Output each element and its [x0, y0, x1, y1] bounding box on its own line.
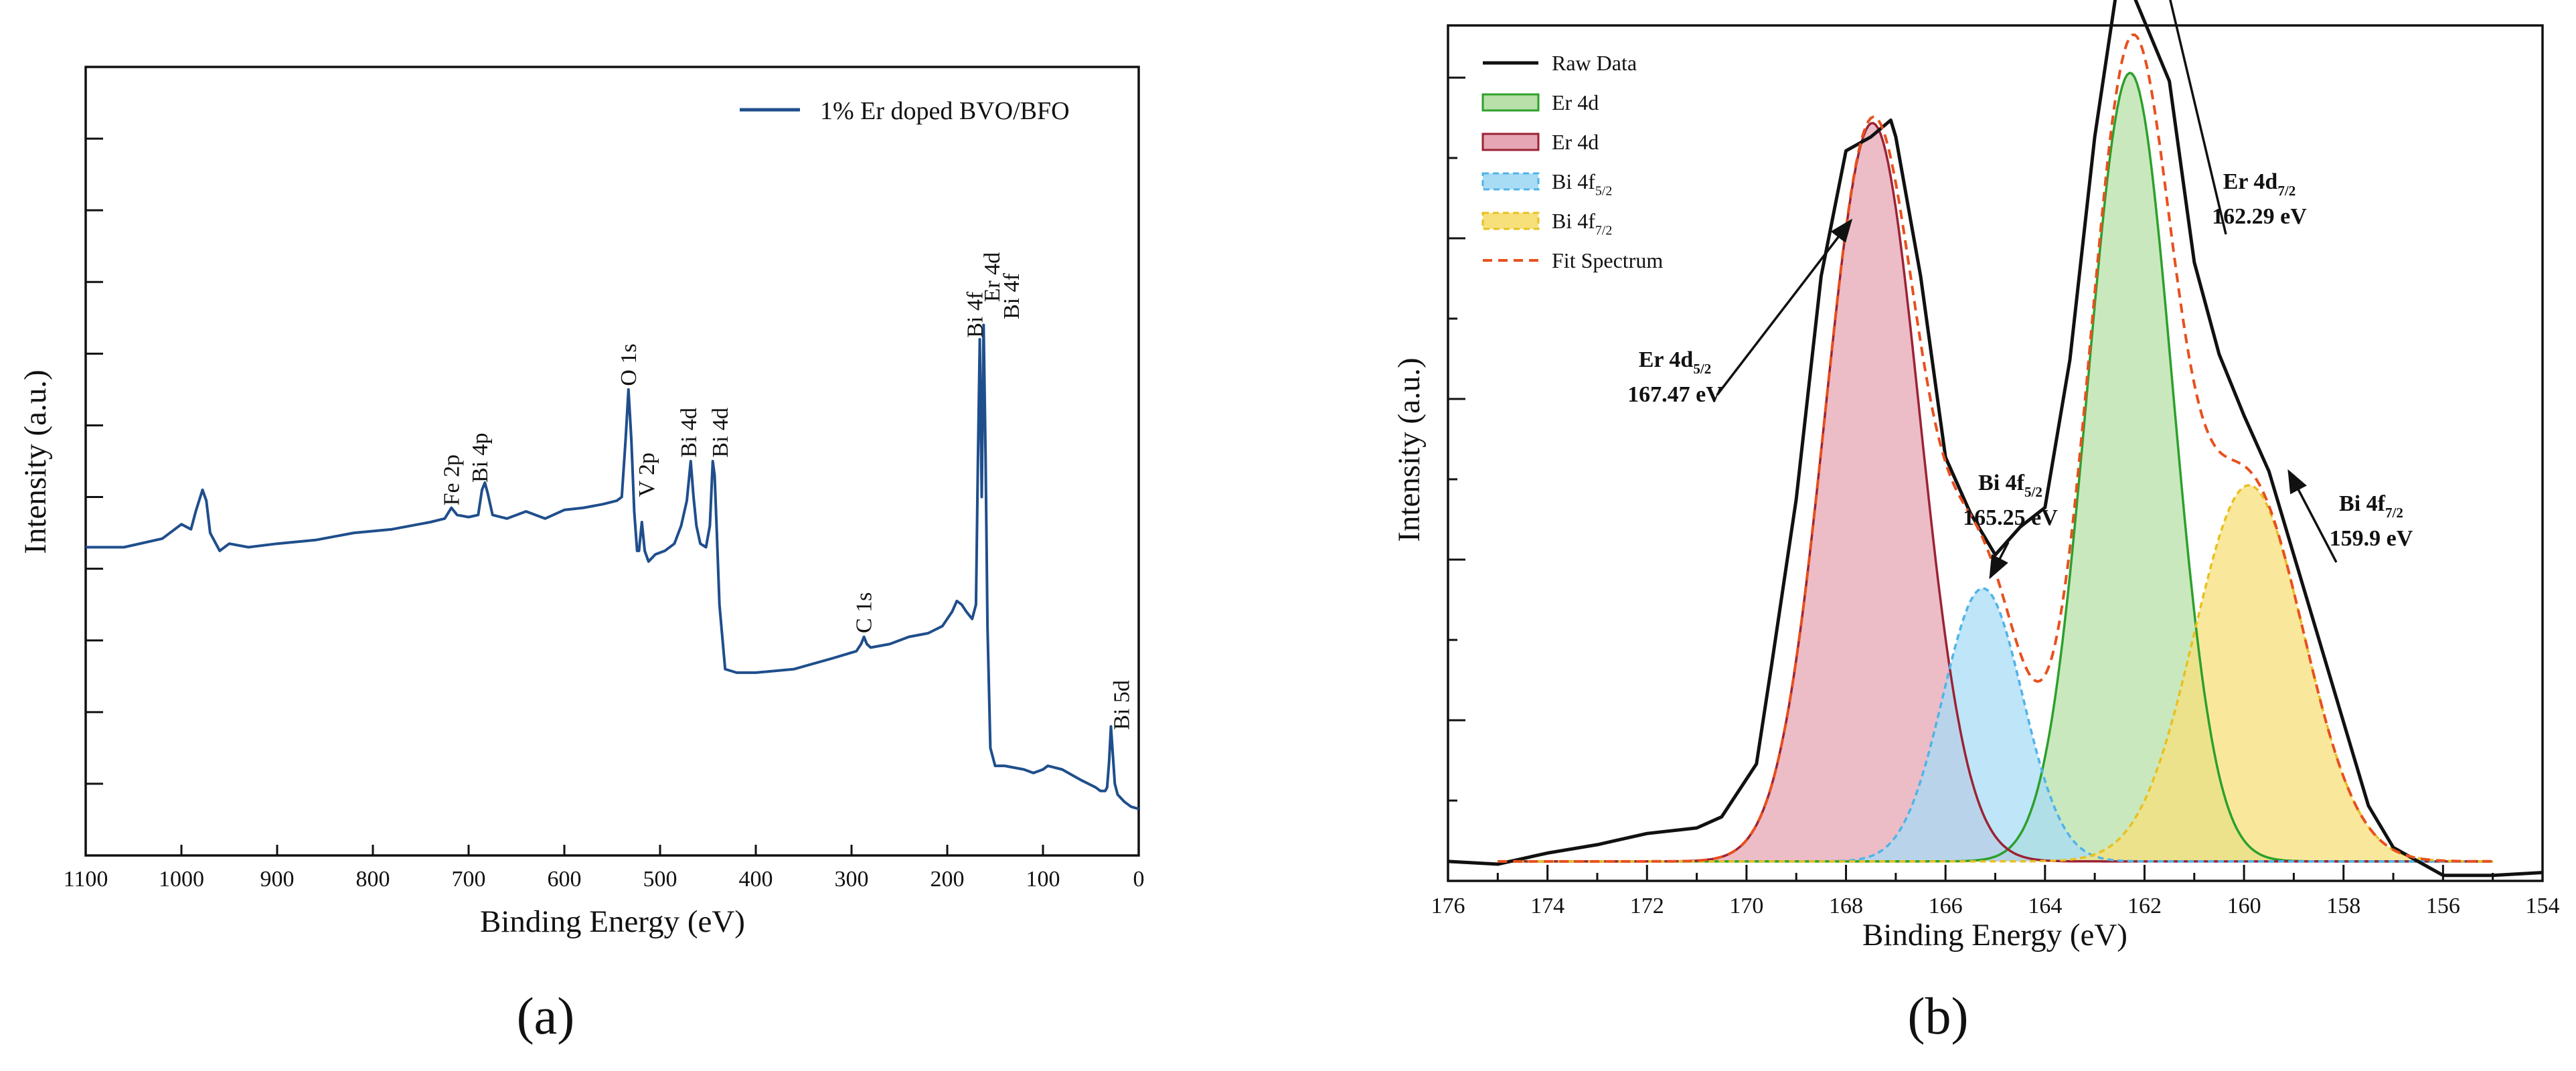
panel-a-peak-annotation: Fe 2p: [439, 455, 464, 506]
panel-b-component-fill: [1498, 485, 2493, 861]
panel-b-x-tick-label: 176: [1431, 894, 1465, 918]
panel-b-x-tick-label: 172: [1630, 894, 1664, 918]
panel-b-x-tick-label: 156: [2426, 894, 2460, 918]
panel-a-peak-annotation: Bi 4d: [677, 408, 702, 458]
panel-a-x-tick-label: 500: [643, 867, 677, 892]
panel-b-peak-energy: 159.9 eV: [2330, 526, 2413, 551]
panel-a-y-ticks: [86, 137, 103, 785]
panel-b-legend-swatch: [1481, 93, 1540, 112]
panel-b-peak-energy: 167.47 eV: [1627, 382, 1722, 407]
panel-b-component-fill: [1498, 588, 2493, 861]
panel-b-peak-labels: Er 4d5/2 167.47 eV Bi 4f5/2 165.25 eV Er 4d7…: [1627, 0, 2413, 580]
panel-b-x-ticks: 176 174 172 170 168 166 164 162 160 158 156 154: [1431, 865, 2560, 918]
panel-b-legend-swatch: [1481, 212, 1540, 230]
panel-b-x-tick-label: 162: [2127, 894, 2162, 918]
panel-a-x-tick-label: 1000: [159, 867, 204, 892]
panel-b-x-tick-label: 160: [2227, 894, 2261, 918]
panel-a-peak-annotation: C 1s: [852, 592, 877, 633]
panel-a-x-tick-label: 800: [356, 867, 390, 892]
panel-a-legend: 1% Er doped BVO/BFO: [740, 97, 1070, 125]
panel-a-peak-annotation: Bi 4f: [963, 291, 988, 338]
panel-a-series: [86, 323, 1139, 811]
panel-a-x-tick-label: 900: [260, 867, 295, 892]
panel-b-legend-label: Bi 4f7/2: [1552, 209, 1612, 238]
panel-b-component-areas: [1498, 72, 2493, 861]
panel-b-peak-arrow: [2287, 469, 2338, 563]
panel-b-x-tick-label: 164: [2028, 894, 2062, 918]
panel-b-peak-name: Er 4d5/2: [1639, 347, 1712, 377]
panel-b-component-outline: [1498, 484, 2493, 863]
panel-b-legend: Raw Data Er 4d Er 4d Bi 4f5/2 Bi 4f7/2 Fit Sp…: [1481, 51, 1663, 272]
panel-b-x-tick-label: 166: [1929, 894, 1963, 918]
panel-b-peak-arrow: [1989, 542, 2010, 580]
panel-b-legend-swatch: [1481, 133, 1540, 151]
panel-a-series-line: [86, 323, 1139, 811]
panel-b-raw-data-line: [1447, 0, 2543, 878]
panel-a-x-tick-label: 700: [452, 867, 486, 892]
panel-a-legend-label: 1% Er doped BVO/BFO: [820, 97, 1070, 125]
panel-a-x-tick-label: 100: [1026, 867, 1060, 892]
panel-a-label: (a): [517, 987, 575, 1045]
panel-b-peak-energy: 165.25 eV: [1963, 505, 2058, 530]
panel-b-peak-name: Bi 4f7/2: [2339, 491, 2403, 521]
panel-b-peak-energy: 162.29 eV: [2212, 204, 2307, 229]
panel-a-peak-annotation: O 1s: [617, 343, 641, 386]
panel-a-x-tick-label: 200: [931, 867, 965, 892]
panel-b-x-tick-label: 154: [2526, 894, 2560, 918]
panel-a-x-tick-label: 600: [548, 867, 582, 892]
panel-b-peak-arrow: [2169, 0, 2227, 235]
panel-a-peak-annotation: Bi 4d: [708, 408, 733, 458]
panel-b-legend-label: Er 4d: [1552, 130, 1599, 154]
panel-b-x-tick-label: 174: [1530, 894, 1564, 918]
panel-b-legend-label: Er 4d: [1552, 90, 1599, 114]
panel-b-legend-swatch: [1481, 172, 1540, 191]
panel-a: 1100 1000 900 800 700 600 500 400 300 200 100 0 Fe …: [18, 66, 1145, 1045]
panel-a-x-tick-label: 300: [835, 867, 869, 892]
panel-b-x-tick-label: 168: [1829, 894, 1863, 918]
panel-b-peak-arrow: [1716, 218, 1853, 396]
panel-b: 176 174 172 170 168 166 164 162 160 158 156 154 Raw…: [1392, 0, 2560, 1045]
panel-b-x-axis-label: Binding Energy (eV): [1862, 918, 2127, 953]
panel-b-legend-label: Fit Spectrum: [1552, 248, 1663, 272]
panel-b-y-axis-label: Intensity (a.u.): [1392, 357, 1427, 542]
panel-a-frame: [84, 66, 1140, 857]
panel-b-x-tick-label: 170: [1729, 894, 1763, 918]
panel-a-peak-annotation: Bi 4p: [468, 432, 493, 483]
panel-a-x-axis-label: Binding Energy (eV): [480, 904, 745, 939]
panel-b-legend-label: Bi 4f5/2: [1552, 169, 1612, 199]
panel-a-y-axis-label: Intensity (a.u.): [18, 369, 53, 554]
panel-b-y-ticks: [1448, 76, 1465, 802]
panel-a-peak-annotation: V 2p: [635, 452, 659, 497]
panel-a-x-tick-label: 400: [739, 867, 773, 892]
panel-a-x-ticks: 1100 1000 900 800 700 600 500 400 300 200 100 0: [64, 845, 1145, 892]
panel-a-peak-annotation: Bi 5d: [1109, 680, 1134, 730]
panel-b-peak-name: Bi 4f5/2: [1978, 471, 2042, 500]
panel-a-peak-annotation: Bi 4f: [999, 272, 1024, 319]
panel-a-x-tick-label: 1100: [64, 867, 108, 892]
panel-a-x-tick-label: 0: [1133, 867, 1145, 892]
panel-b-peak-name: Er 4d7/2: [2223, 169, 2296, 199]
panel-b-x-tick-label: 158: [2326, 894, 2360, 918]
panel-a-annotations: Fe 2p Bi 4p O 1s V 2p Bi 4d Bi 4d C 1s Bi 4fEr …: [439, 252, 1134, 730]
panel-b-label: (b): [1908, 987, 1969, 1045]
panel-a-peak-annotation: Er 4d: [980, 252, 1005, 303]
panel-b-legend-label: Raw Data: [1552, 51, 1637, 75]
